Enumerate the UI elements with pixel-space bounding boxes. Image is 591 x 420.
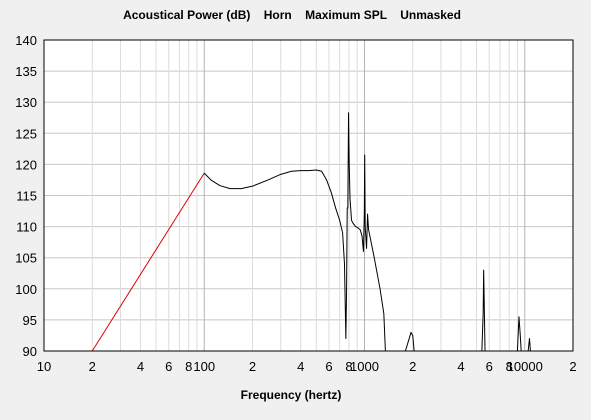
y-tick-label: 115 <box>16 189 37 204</box>
y-tick-label: 100 <box>15 282 37 297</box>
x-axis-label: Frequency (hertz) <box>241 388 342 402</box>
series-layer <box>91 112 531 352</box>
x-tick-label: 100 <box>193 359 215 374</box>
y-tick-label: 120 <box>15 157 37 172</box>
y-tick-label: 95 <box>23 313 37 328</box>
x-tick-label: 8 <box>506 359 513 374</box>
x-tick-label: 2 <box>569 359 576 374</box>
y-tick-label: 130 <box>15 95 37 110</box>
grid <box>44 40 573 351</box>
x-tick-label: 6 <box>325 359 332 374</box>
x-tick-label: 6 <box>486 359 493 374</box>
x-tick-label: 2 <box>249 359 256 374</box>
x-tick-label: 4 <box>137 359 144 374</box>
y-tick-label: 125 <box>15 126 37 141</box>
x-tick-label: 2 <box>409 359 416 374</box>
x-tick-label: 8 <box>185 359 192 374</box>
chart-title: Acoustical Power (dB) Horn Maximum SPL U… <box>123 8 461 22</box>
x-tick-label: 1000 <box>350 359 379 374</box>
x-tick-label: 6 <box>165 359 172 374</box>
y-tick-label: 110 <box>16 220 37 235</box>
x-tick-label: 10000 <box>507 359 543 374</box>
series-line-2 <box>203 112 531 352</box>
y-tick-label: 90 <box>23 344 37 359</box>
series-line-1 <box>91 172 205 352</box>
x-tick-label: 8 <box>345 359 352 374</box>
plot-frame <box>43 39 574 352</box>
y-axis-ticks: 90 95 100 105 110 115 120 125 130 135 140 <box>15 33 37 359</box>
x-tick-label: 2 <box>89 359 96 374</box>
y-tick-label: 140 <box>15 33 37 48</box>
x-tick-label: 4 <box>457 359 464 374</box>
y-tick-label: 135 <box>15 64 37 79</box>
x-tick-label: 10 <box>37 359 51 374</box>
y-tick-label: 105 <box>15 251 37 266</box>
x-tick-label: 4 <box>297 359 304 374</box>
